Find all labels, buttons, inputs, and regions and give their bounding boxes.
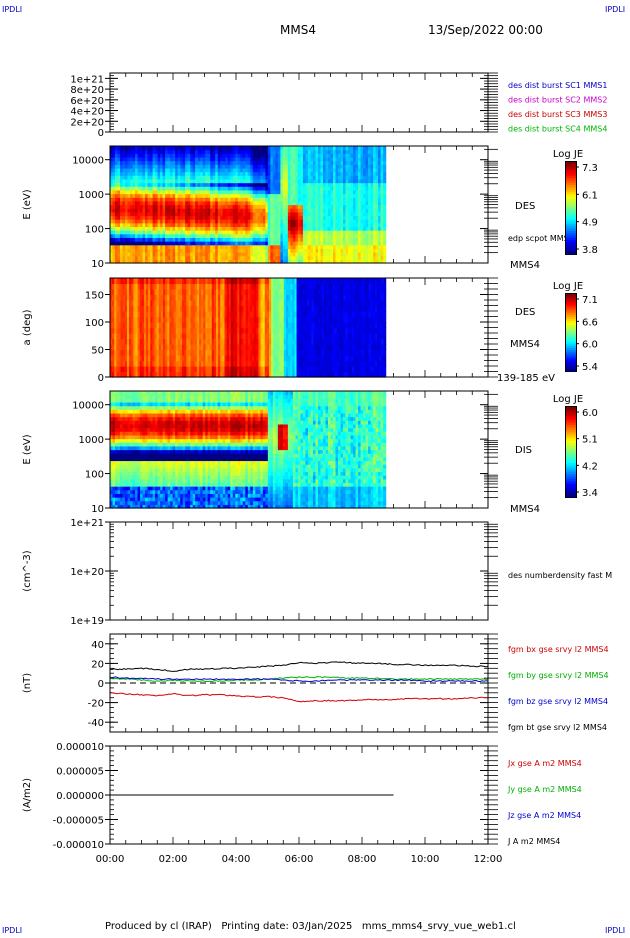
spectrogram-cell — [383, 197, 386, 201]
y-tick-label: 4e+20 — [70, 107, 104, 118]
corner-top-right: IPDLI — [605, 5, 625, 14]
spectrogram-cell — [383, 186, 386, 190]
spectrogram-cell — [383, 168, 386, 172]
y-axis-label: E (eV) — [22, 189, 33, 219]
spectrogram-cell — [383, 175, 386, 179]
spectrogram-cell — [383, 157, 386, 161]
legend-entry: des dist burst SC1 MMS1 — [508, 81, 607, 90]
spectrogram-cell — [383, 219, 386, 223]
panel-label: DES — [515, 201, 535, 212]
y-tick-label: 150 — [85, 291, 104, 302]
spectrogram-cell — [383, 190, 386, 194]
y-tick-label: 0 — [98, 128, 104, 139]
y-tick-label: 50 — [91, 346, 104, 357]
colorbar-segment — [566, 252, 576, 255]
y-tick-label: 100 — [85, 225, 104, 236]
spacecraft-title: MMS4 — [280, 23, 316, 37]
spectrogram-cell — [383, 252, 386, 256]
plot-datetime: 13/Sep/2022 00:00 — [428, 23, 543, 37]
spectrogram-cell — [383, 208, 386, 212]
spectrogram-des-energy — [110, 146, 386, 264]
panel-label-secondary: edp scpot MMS4 — [508, 234, 574, 243]
legend-entry: des dist burst SC2 MMS2 — [508, 96, 607, 105]
spectrogram-cell — [383, 256, 386, 260]
spectrogram-cell — [383, 194, 386, 198]
spectrogram-cell — [383, 161, 386, 165]
spectrogram-cell — [383, 212, 386, 216]
panel-spacecraft-label: MMS4 — [510, 260, 540, 271]
legend-entry: des dist burst SC4 MMS4 — [508, 125, 607, 134]
spectrogram-cell — [383, 183, 386, 187]
spectrogram-cell — [383, 205, 386, 209]
y-tick-label: 10 — [91, 259, 104, 270]
footer-credits: Produced by cl (IRAP) Printing date: 03/… — [105, 921, 516, 932]
legend-entry: des dist burst SC3 MMS3 — [508, 110, 607, 119]
y-tick-label: 8e+20 — [70, 85, 104, 96]
y-tick-label: 100 — [85, 318, 104, 329]
spectrogram-cell — [383, 223, 386, 227]
spectrogram-cell — [383, 234, 386, 238]
spectrogram-cell — [383, 230, 386, 234]
spectrogram-cell — [383, 164, 386, 168]
y-tick-label: 2e+20 — [70, 117, 104, 128]
spectrogram-des-pitch — [110, 278, 386, 378]
y-tick-label: 10000 — [72, 156, 104, 167]
spectrogram-cell — [383, 146, 386, 150]
y-tick-label: 1e+21 — [70, 74, 104, 85]
y-axis-label: a (deg) — [22, 309, 33, 345]
spectrogram-cell — [383, 150, 386, 154]
y-tick-label: 0 — [98, 373, 104, 384]
colorbar-title: Log JE — [553, 149, 583, 160]
spectrogram-cell — [383, 245, 386, 249]
y-tick-label: 6e+20 — [70, 96, 104, 107]
spectrogram-cell — [383, 153, 386, 157]
spectrogram-cell — [383, 241, 386, 245]
spectrogram-cell — [383, 172, 386, 176]
y-tick-label: 1000 — [79, 190, 104, 201]
colorbar-tick-label: 7.3 — [582, 163, 598, 174]
spectrogram-cell — [383, 248, 386, 252]
corner-top-left: IPDLI — [2, 5, 22, 14]
panel-frame — [110, 73, 488, 132]
colorbar-tick-label: 3.8 — [582, 245, 598, 256]
corner-bottom-left: IPDLI — [2, 926, 22, 934]
colorbar-tick-label: 4.9 — [582, 218, 598, 229]
colorbar-tick-label: 6.1 — [582, 190, 598, 201]
spectrogram-cell — [383, 237, 386, 241]
corner-bottom-right: IPDLI — [605, 926, 625, 934]
panel-2: 10000 1000 100 10 E (eV) DES edp scpot MMS4 MMS… — [22, 146, 598, 271]
spectrogram-cell — [383, 215, 386, 219]
spectrogram-cell — [383, 179, 386, 183]
spectrogram-cell — [383, 201, 386, 205]
spectrogram-cell — [383, 226, 386, 230]
